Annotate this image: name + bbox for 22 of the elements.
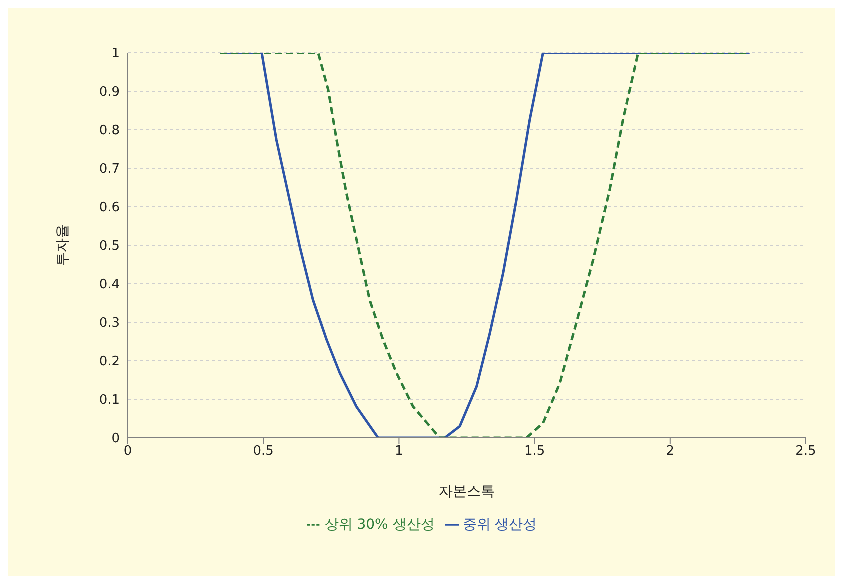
- y-tick-label: 0.8: [99, 124, 120, 139]
- y-axis-title: 투자율: [54, 224, 71, 266]
- x-tick-label: 2.5: [796, 444, 816, 460]
- y-tick-label: 0: [112, 432, 120, 447]
- x-tick-label: 2: [666, 444, 675, 460]
- x-tick-label: 1.5: [524, 444, 546, 460]
- x-axis-title: 자본스톡: [439, 484, 495, 500]
- y-tick-label: 0.4: [99, 278, 120, 293]
- y-tick-label: 0.5: [99, 239, 120, 254]
- legend-label: 상위 30% 생산성: [324, 517, 435, 533]
- legend-label: 중위 생산성: [462, 517, 538, 533]
- x-tick-label: 0: [124, 444, 132, 460]
- line-series: [218, 53, 752, 438]
- y-tick-label: 0.1: [99, 393, 120, 408]
- y-tick-label: 0.2: [99, 354, 120, 370]
- y-tick-label: 0.9: [99, 85, 120, 100]
- x-tick-label: 0.5: [253, 444, 274, 460]
- y-tick-label: 1: [112, 46, 120, 62]
- y-tick-label: 0.6: [99, 200, 120, 216]
- y-tick-label: 0.7: [99, 162, 120, 178]
- y-tick-label: 0.3: [99, 316, 120, 332]
- x-tick-label: 1: [395, 444, 404, 460]
